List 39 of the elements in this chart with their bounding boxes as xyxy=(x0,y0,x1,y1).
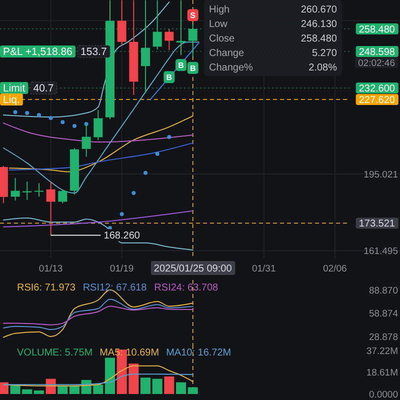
series-label: MA10: 16.72M xyxy=(166,348,232,358)
text: High 260.670 xyxy=(209,4,337,16)
x-tick-label: 01/13 xyxy=(38,263,63,274)
series-label: RSI24: 63.708 xyxy=(154,282,219,294)
annotation: 153.7 xyxy=(80,46,107,58)
series-label: RSI12: 67.618 xyxy=(82,282,148,294)
annotation: B xyxy=(190,64,196,73)
ref-line-label: 232.600 xyxy=(358,84,396,95)
y-tick-label: 18.61M xyxy=(366,368,398,379)
annotation: Limit xyxy=(3,82,26,95)
annotation: S xyxy=(190,10,196,20)
text: Change% 2.08% xyxy=(209,62,337,74)
y-tick-label: 161.495 xyxy=(364,246,398,258)
ref-line-label: 248.598 xyxy=(358,46,396,58)
y-tick-label: 37.22M xyxy=(366,346,398,357)
text: Change 5.270 xyxy=(209,48,337,59)
annotation: B xyxy=(178,60,184,70)
annotation: B xyxy=(166,72,172,82)
y-tick-label: 195.021 xyxy=(364,169,398,180)
x-tick-label: 02/06 xyxy=(323,263,347,274)
annotation: 02:02:46 xyxy=(358,58,395,69)
text: Low 246.130 xyxy=(209,19,337,30)
annotation: 40.7 xyxy=(33,82,54,95)
y-tick-label: 88.870 xyxy=(368,285,398,296)
series-label: VOLUME: 5.75M xyxy=(17,348,93,358)
y-tick-label: 28.878 xyxy=(368,332,398,343)
ref-line-label: 173.521 xyxy=(358,218,396,230)
ref-line-label: 2025/01/25 09:00 xyxy=(154,264,232,274)
y-tick-label: 58.874 xyxy=(368,308,398,320)
text: Close 258.480 xyxy=(209,34,337,44)
annotation: 168.260 xyxy=(104,230,140,242)
x-tick-label: 01/19 xyxy=(110,263,134,274)
series-label: RSI6: 71.973 xyxy=(17,282,76,294)
ref-line-label: 227.620 xyxy=(358,94,396,106)
annotation: P&L +1,518.86 xyxy=(3,46,73,58)
y-tick-label: 0.0000 xyxy=(368,389,398,400)
x-tick-label: 01/31 xyxy=(252,263,276,274)
ref-line-label: 258.480 xyxy=(358,24,396,36)
annotation: Liq. xyxy=(3,94,20,106)
